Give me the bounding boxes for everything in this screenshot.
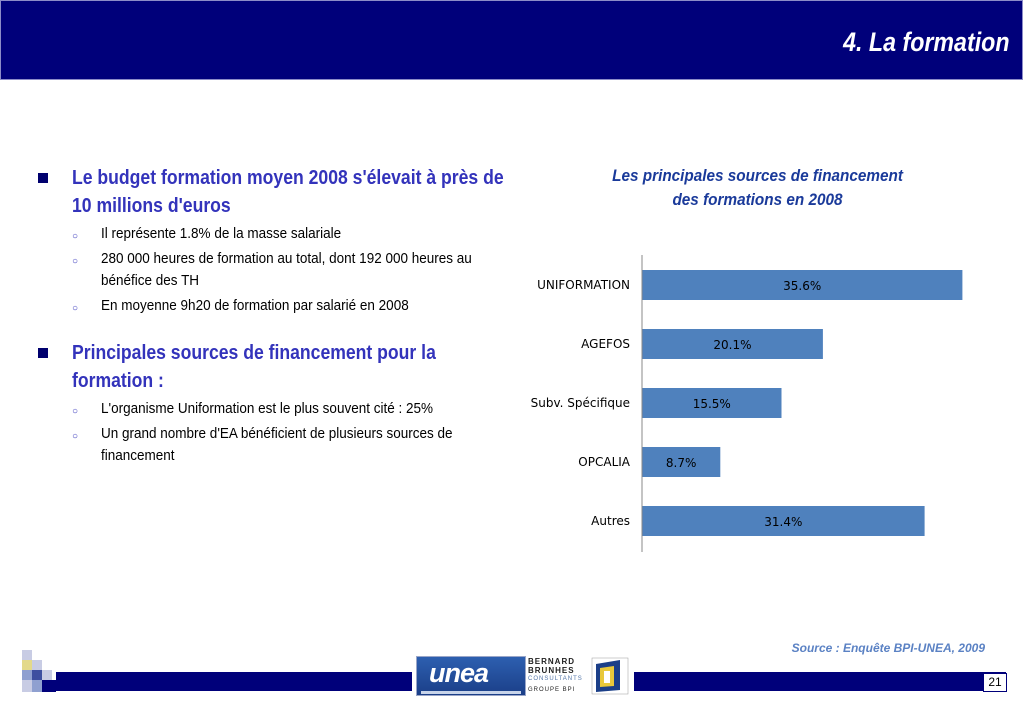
slide-header: 4. La formation xyxy=(0,0,1023,80)
unea-tagline-strip xyxy=(421,691,521,694)
source-note: Source : Enquête BPI-UNEA, 2009 xyxy=(791,641,985,655)
bar xyxy=(642,329,823,359)
unea-logo: unea xyxy=(416,656,526,696)
bar xyxy=(642,388,782,418)
sub-bullet: ○ L'organisme Uniformation est le plus s… xyxy=(38,398,508,420)
financing-bar-chart: UNIFORMATION 35.6% AGEFOS 20.1% Subv. Spécif… xyxy=(531,255,963,552)
data-label: 20.1% xyxy=(713,338,751,352)
category-label: Autres xyxy=(591,514,630,528)
data-label: 35.6% xyxy=(783,279,821,293)
sub-bullet: ○ En moyenne 9h20 de formation par salar… xyxy=(38,295,508,317)
bar xyxy=(642,270,963,300)
mosaic-decoration xyxy=(22,650,56,692)
bullet-text: Le budget formation moyen 2008 s'élevait… xyxy=(72,167,504,217)
bullet-list: Le budget formation moyen 2008 s'élevait… xyxy=(38,164,508,467)
square-bullet-icon xyxy=(38,173,48,183)
square-bullet-icon xyxy=(38,348,48,358)
category-label: AGEFOS xyxy=(581,337,630,351)
bullet-financement: Principales sources de financement pour … xyxy=(38,339,508,395)
data-label: 31.4% xyxy=(764,515,802,529)
circle-bullet-icon: ○ xyxy=(72,303,79,314)
category-label: UNIFORMATION xyxy=(537,278,630,292)
circle-bullet-icon: ○ xyxy=(72,256,79,267)
circle-bullet-icon: ○ xyxy=(72,431,79,442)
category-label: OPCALIA xyxy=(578,455,630,469)
circle-bullet-icon: ○ xyxy=(72,231,79,242)
data-label: 8.7% xyxy=(666,456,697,470)
sub-bullet: ○ Un grand nombre d'EA bénéficient de pl… xyxy=(72,425,453,464)
slide-title: 4. La formation xyxy=(843,27,1010,57)
sub-bullet: ○ Il représente 1.8% de la masse salaria… xyxy=(38,223,508,245)
bernard-brunhes-logo: BERNARD BRUNHES CONSULTANTS GROUPE BPI xyxy=(528,657,583,693)
bullet-text: Principales sources de financement pour … xyxy=(72,342,436,392)
chart-title: Les principales sources de financement d… xyxy=(612,166,903,209)
footer-logos: unea BERNARD BRUNHES CONSULTANTS GROUPE … xyxy=(412,652,634,700)
category-label: Subv. Spécifique xyxy=(531,396,630,410)
circle-bullet-icon: ○ xyxy=(72,406,79,417)
sub-bullet: ○ 280 000 heures de formation au total, … xyxy=(72,250,472,289)
page-number: 21 xyxy=(983,673,1007,692)
bar xyxy=(642,447,721,477)
bar xyxy=(642,506,925,536)
bullet-budget: Le budget formation moyen 2008 s'élevait… xyxy=(38,164,508,220)
data-label: 15.5% xyxy=(693,397,731,411)
bpi-logo-icon xyxy=(591,657,629,695)
